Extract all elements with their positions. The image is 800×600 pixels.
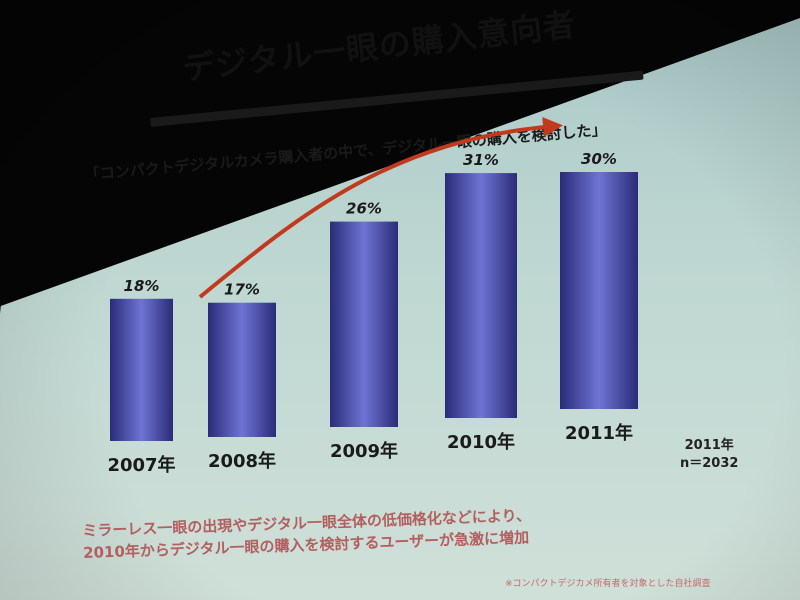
value-label-2: 17% (224, 281, 260, 299)
source-note: ※コンパクトデジカメ所有者を対象とした自社調査 (505, 579, 711, 589)
bar-4 (445, 173, 517, 418)
value-label-3: 26% (346, 200, 382, 218)
bars-layer (110, 172, 638, 441)
category-label-3: 2009年 (330, 440, 398, 462)
bar-3 (330, 221, 398, 427)
sample-note: 2011年 n＝2032 (680, 437, 738, 473)
category-label-5: 2011年 (565, 422, 633, 444)
category-label-2: 2008年 (208, 450, 276, 472)
category-labels-layer: 2007年 2008年 2009年 2010年 2011年 (107, 422, 633, 476)
bar-1 (110, 298, 173, 441)
value-label-1: 18% (124, 277, 160, 295)
value-labels-layer: 18% 17% 26% 31% 30% (124, 150, 617, 299)
category-label-1: 2007年 (107, 454, 175, 476)
bar-2 (208, 302, 276, 437)
sample-year: 2011年 (684, 438, 734, 453)
trend-arrow (198, 117, 563, 299)
sample-size: n＝2032 (680, 456, 739, 471)
bar-5 (560, 172, 638, 409)
value-label-4: 31% (463, 151, 499, 169)
value-label-5: 30% (581, 150, 617, 168)
category-label-4: 2010年 (447, 431, 515, 453)
